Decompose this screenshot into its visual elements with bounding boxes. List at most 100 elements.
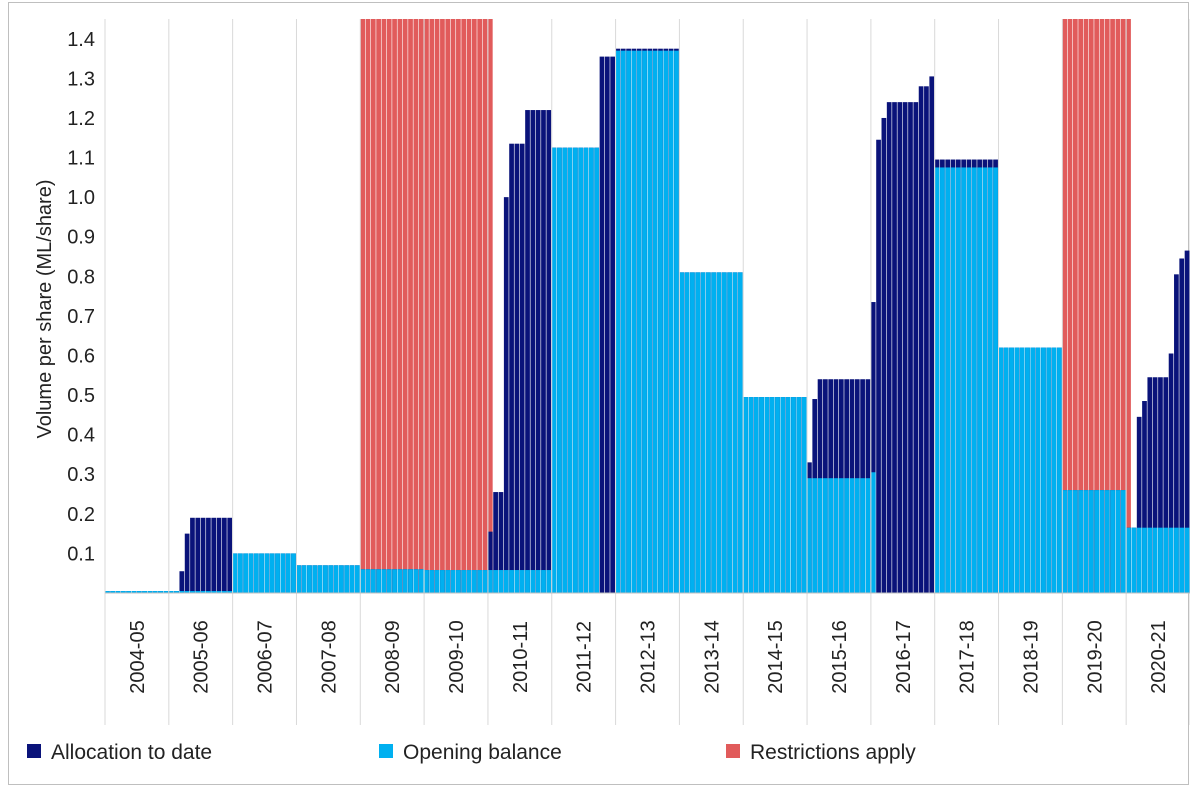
bar-opening-balance — [190, 591, 195, 593]
bar-allocation — [881, 117, 887, 593]
bar-opening-balance — [349, 565, 355, 593]
y-tick-label: 0.7 — [67, 306, 95, 328]
bar-opening-balance — [237, 553, 243, 593]
bar-opening-balance — [732, 272, 738, 593]
bar-opening-balance — [477, 570, 483, 593]
x-tick-label: 2018-19 — [1020, 620, 1042, 693]
bar-opening-balance — [870, 472, 876, 593]
y-axis-ticks: 0.1 0.2 0.3 0.4 0.5 0.6 0.7 0.8 0.9 1.0 1.1 1.2 1.3 1… — [67, 29, 95, 566]
bar-opening-balance — [828, 478, 834, 593]
bar-opening-balance — [445, 570, 451, 593]
bar-allocation — [493, 492, 498, 593]
bar-opening-balance — [695, 272, 701, 593]
bar-restrictions — [1078, 19, 1084, 593]
bar-opening-balance — [307, 565, 312, 593]
bar-opening-balance — [317, 565, 323, 593]
bar-opening-balance — [541, 570, 546, 593]
y-tick-label: 0.6 — [67, 345, 95, 367]
bar-opening-balance — [259, 553, 264, 593]
bar-restrictions — [376, 19, 381, 593]
bar-opening-balance — [626, 50, 631, 594]
bar-opening-balance — [248, 553, 254, 593]
bar-allocation — [1152, 377, 1158, 593]
bar-opening-balance — [1072, 490, 1078, 593]
bar-allocation — [929, 76, 935, 593]
bar-opening-balance — [386, 569, 392, 593]
bar-opening-balance — [152, 591, 158, 593]
bar-restrictions — [482, 19, 488, 593]
bar-opening-balance — [849, 478, 855, 593]
bar-opening-balance — [440, 570, 445, 593]
bar-restrictions — [461, 19, 467, 593]
bar-opening-balance — [844, 478, 850, 593]
bar-opening-balance — [706, 272, 711, 593]
bar-opening-balance — [1174, 527, 1179, 593]
bar-allocation — [184, 533, 190, 593]
bar-restrictions — [1099, 19, 1105, 593]
bar-allocation — [206, 517, 211, 593]
bars-layer — [105, 19, 1190, 594]
y-tick-label: 0.1 — [67, 543, 95, 565]
legend-label: Restrictions apply — [750, 741, 916, 764]
bar-allocation — [503, 197, 509, 593]
bar-opening-balance — [323, 565, 328, 593]
bar-opening-balance — [578, 147, 584, 594]
bar-allocation — [610, 56, 615, 594]
bar-opening-balance — [243, 553, 249, 593]
bar-restrictions — [1062, 19, 1068, 593]
y-tick-label: 0.9 — [67, 227, 95, 249]
bar-opening-balance — [120, 591, 126, 593]
bar-opening-balance — [115, 591, 121, 593]
x-tick-label: 2006-07 — [255, 620, 277, 693]
bar-opening-balance — [971, 167, 977, 593]
bar-restrictions — [381, 19, 387, 593]
bar-opening-balance — [509, 570, 514, 593]
bar-opening-balance — [1110, 490, 1115, 593]
bar-restrictions — [360, 19, 366, 593]
bar-opening-balance — [503, 570, 509, 593]
y-tick-label: 1.2 — [67, 108, 95, 130]
bar-allocation — [190, 517, 195, 593]
bar-opening-balance — [461, 570, 467, 593]
bar-restrictions — [408, 19, 413, 593]
bar-allocation — [509, 143, 514, 594]
bar-allocation — [535, 110, 541, 593]
bar-opening-balance — [471, 570, 477, 593]
bar-opening-balance — [365, 569, 371, 593]
bar-opening-balance — [450, 570, 456, 593]
bar-opening-balance — [1051, 347, 1057, 593]
bar-opening-balance — [312, 565, 318, 593]
bar-opening-balance — [817, 478, 823, 593]
bar-opening-balance — [652, 50, 658, 594]
bar-opening-balance — [408, 569, 413, 593]
bar-allocation — [1136, 416, 1142, 593]
bar-restrictions — [434, 19, 440, 593]
bar-opening-balance — [1126, 527, 1131, 593]
bar-opening-balance — [1009, 347, 1014, 593]
bar-opening-balance — [530, 570, 536, 593]
bar-allocation — [1184, 250, 1190, 593]
x-tick-label: 2011-12 — [574, 621, 596, 693]
bar-restrictions — [386, 19, 392, 593]
legend-item-restrictions: Restrictions apply — [726, 741, 916, 764]
x-tick-label: 2013-14 — [701, 620, 723, 693]
bar-opening-balance — [727, 272, 732, 593]
bar-opening-balance — [487, 570, 493, 593]
bar-restrictions — [477, 19, 483, 593]
bar-allocation — [514, 143, 520, 594]
y-tick-label: 0.8 — [67, 266, 95, 288]
bar-restrictions — [413, 19, 419, 593]
bar-opening-balance — [429, 570, 435, 593]
y-tick-label: 1.4 — [67, 29, 95, 51]
bar-opening-balance — [168, 591, 174, 593]
bar-opening-balance — [583, 147, 589, 594]
bar-allocation — [1142, 401, 1147, 593]
bar-opening-balance — [158, 591, 163, 593]
chart-svg: 0.1 0.2 0.3 0.4 0.5 0.6 0.7 0.8 0.9 1.0 1.1 1.2 1.3 1… — [27, 19, 1191, 764]
bar-opening-balance — [940, 167, 945, 593]
bar-opening-balance — [301, 565, 307, 593]
bar-opening-balance — [950, 167, 956, 593]
bar-opening-balance — [418, 569, 424, 593]
bar-opening-balance — [945, 167, 951, 593]
bar-opening-balance — [1062, 490, 1068, 593]
